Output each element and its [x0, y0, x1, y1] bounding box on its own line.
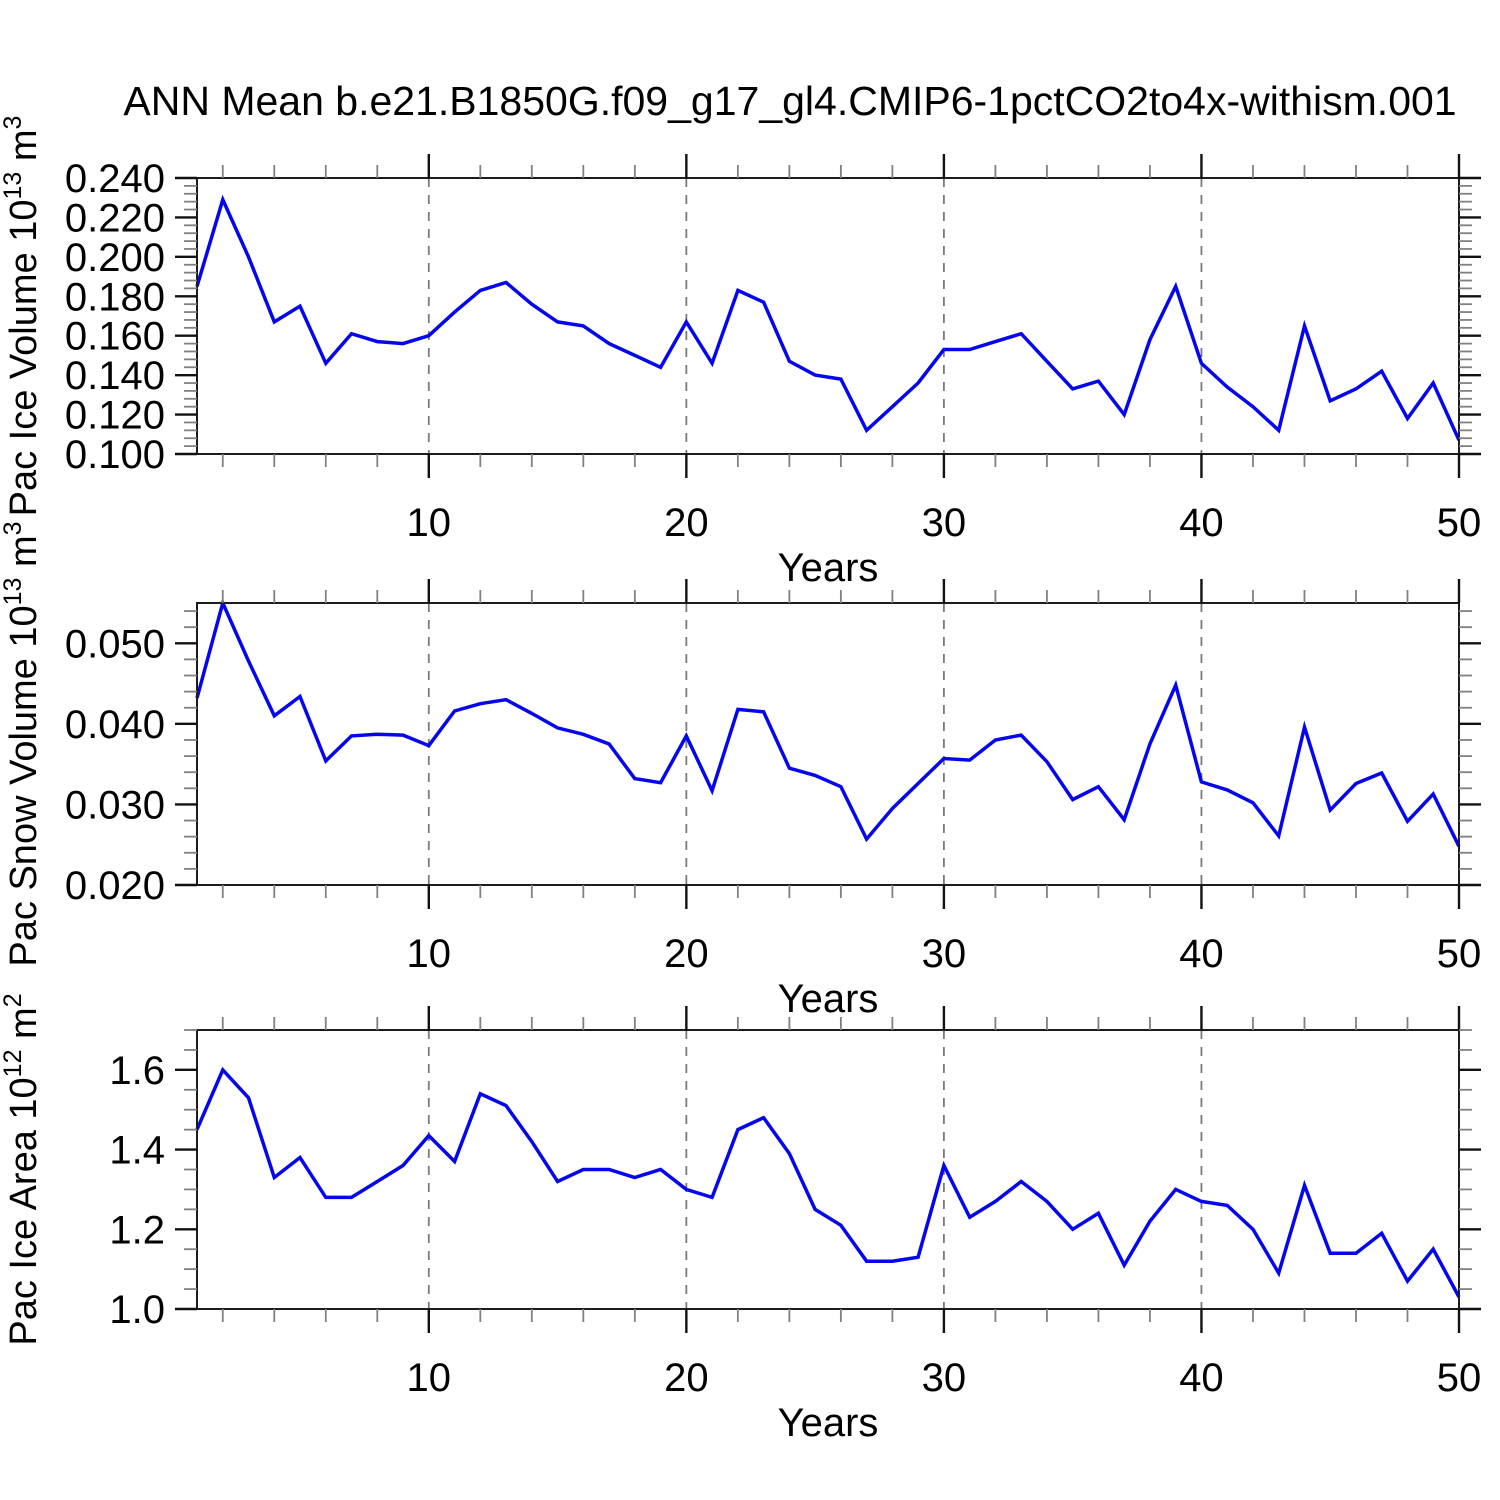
y-axis-title-superscript: 13	[0, 578, 27, 606]
y-tick-label: 0.140	[65, 354, 165, 398]
y-tick-label: 0.050	[65, 622, 165, 666]
data-line-pac-snow-volume	[195, 597, 1461, 848]
y-axis-title-text: Pac Ice Volume 10	[3, 200, 45, 517]
y-tick-label: 0.240	[65, 157, 165, 201]
x-tick-label: 10	[407, 932, 452, 976]
x-axis-title: Years	[778, 546, 879, 590]
y-tick-label: 0.200	[65, 236, 165, 280]
panel-pac-ice-volume: 10 20 30 40 50 0.1000.1200.1400.1600.1800.200…	[0, 116, 1481, 590]
y-tick-label: 0.100	[65, 433, 165, 477]
y-axis-title: Pac Ice Area 1012 m2	[0, 993, 45, 1345]
y-tick-label: 0.220	[65, 196, 165, 240]
y-axis-title-superscript: 12	[0, 1050, 27, 1078]
axes-box	[196, 602, 1460, 886]
x-tick-label: 10	[407, 501, 452, 545]
x-tick-label: 40	[1179, 1356, 1224, 1400]
y-axis-title-text: Pac Snow Volume 10	[3, 605, 45, 966]
axes-box	[196, 177, 1460, 455]
x-tick-label: 50	[1437, 1356, 1482, 1400]
x-tick-label: 30	[922, 501, 967, 545]
x-tick-label: 50	[1437, 501, 1482, 545]
x-tick-label: 10	[407, 1356, 452, 1400]
x-tick-label: 50	[1437, 932, 1482, 976]
y-tick-label: 0.040	[65, 703, 165, 747]
y-axis-title-text: m	[3, 535, 45, 577]
x-axis-title: Years	[778, 977, 879, 1021]
y-tick-label: 1.4	[109, 1129, 165, 1173]
y-tick-label: 0.120	[65, 394, 165, 438]
panel-pac-snow-volume: 10 20 30 40 50 0.020 0.030 0.040 0.050 Years Pac S…	[0, 521, 1481, 1021]
panels-container: 10 20 30 40 50 0.1000.1200.1400.1600.1800.200…	[0, 116, 1481, 1445]
panel-pac-ice-area: 10 20 30 40 50 1.0 1.2 1.4 1.6 Years Pac Ice Area …	[0, 993, 1481, 1445]
y-tick-label: 0.180	[65, 275, 165, 319]
axes-box	[196, 1029, 1460, 1310]
y-axis-title-text: Pac Ice Area 10	[3, 1077, 45, 1345]
y-axis-title: Pac Ice Volume 1013 m3	[0, 116, 45, 517]
y-tick-label: 0.030	[65, 783, 165, 827]
x-tick-label: 40	[1179, 932, 1224, 976]
y-axis-title-text: m	[3, 1007, 45, 1049]
y-tick-label: 0.020	[65, 864, 165, 908]
y-axis-title-text: m	[3, 130, 45, 172]
x-tick-label: 20	[664, 501, 709, 545]
data-line-pac-ice-volume	[195, 194, 1461, 441]
x-axis-title: Years	[778, 1401, 879, 1445]
x-tick-label: 20	[664, 1356, 709, 1400]
y-tick-label: 1.6	[109, 1049, 165, 1093]
x-tick-label: 20	[664, 932, 709, 976]
x-tick-label: 30	[922, 1356, 967, 1400]
chart-title: ANN Mean b.e21.B1850G.f09_g17_gl4.CMIP6-…	[123, 78, 1456, 124]
y-axis-title-superscript: 3	[0, 116, 27, 130]
x-tick-label: 30	[922, 932, 967, 976]
data-line-pac-ice-area	[195, 1066, 1461, 1298]
y-tick-label: 1.0	[109, 1288, 165, 1332]
y-tick-label: 0.160	[65, 315, 165, 359]
y-axis-title-superscript: 13	[0, 172, 27, 200]
x-tick-label: 40	[1179, 501, 1224, 545]
y-axis-title-superscript: 3	[0, 521, 27, 535]
y-tick-label: 1.2	[109, 1208, 165, 1252]
y-axis-title-superscript: 2	[0, 993, 27, 1007]
y-axis-title: Pac Snow Volume 1013 m3	[0, 521, 45, 966]
